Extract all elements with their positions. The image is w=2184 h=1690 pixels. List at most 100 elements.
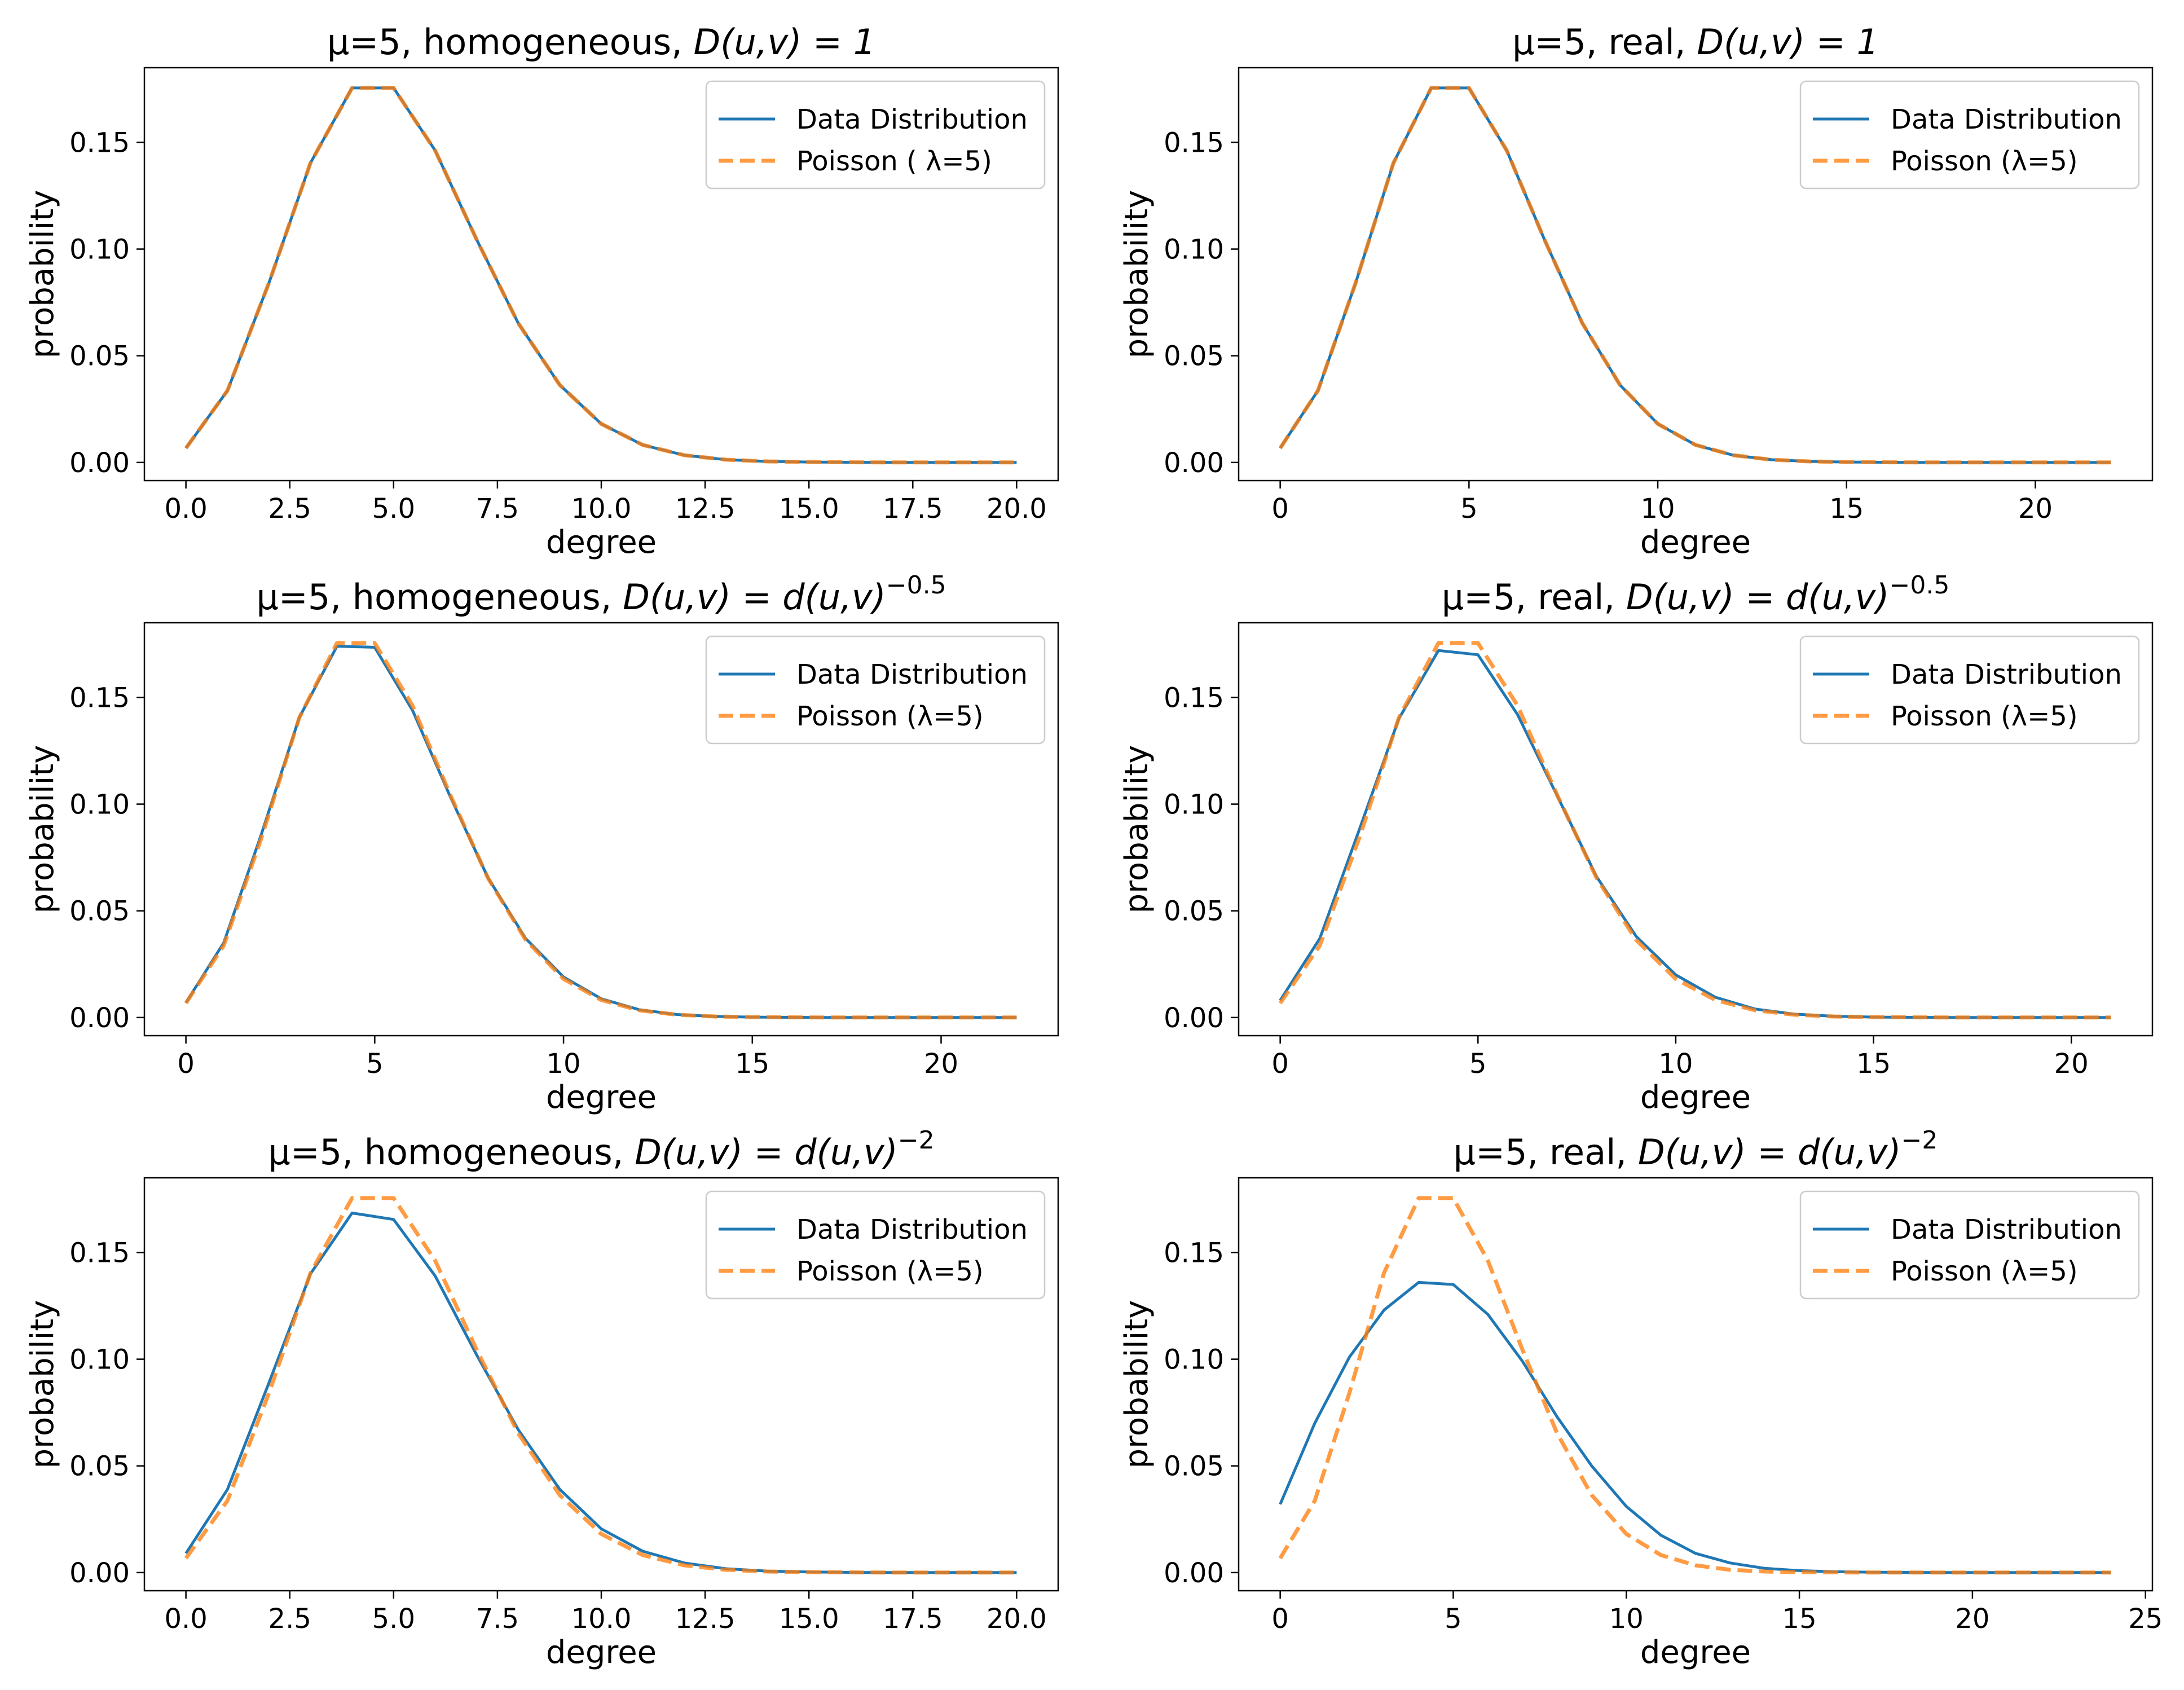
chart-2-ytick-label: 0.15 (1164, 127, 1224, 159)
chart-4-xtick-label: 20 (2054, 1048, 2089, 1080)
chart-4-xtick-label: 0 (1271, 1048, 1289, 1080)
chart-2-ytick-label: 0.05 (1164, 341, 1224, 372)
chart-1-legend: Data Distribution Poisson ( λ=5) (705, 80, 1046, 190)
chart-5-poisson-line (184, 1196, 1017, 1575)
chart-1-xtick-label: 7.5 (476, 493, 519, 525)
chart-6-xtick-label: 10 (1609, 1603, 1644, 1635)
chart-1-title-prefix: μ=5, homogeneous, (327, 21, 694, 63)
chart-1-xtick-label: 10.0 (571, 493, 632, 525)
chart-4-axes-frame (1238, 622, 2154, 1037)
chart-1-ytick-label: 0.10 (69, 234, 130, 266)
chart-4-xtick-label: 10 (1658, 1048, 1693, 1080)
chart-5-xlabel: degree (546, 1634, 657, 1671)
chart-6-legend-box (1799, 1190, 2140, 1300)
chart-4-xtick-label: 5 (1469, 1048, 1487, 1080)
chart-1-legend-box (705, 80, 1046, 190)
chart-3-title: μ=5, homogeneous, D(u,v) = d(u,v)−0.5 (256, 571, 946, 618)
chart-3-title-prefix: μ=5, homogeneous, (256, 576, 623, 618)
chart-1-xtick-label: 12.5 (675, 493, 736, 525)
chart-3-poisson-line (184, 641, 1017, 1020)
chart-6-ytick-label: 0.15 (1164, 1237, 1224, 1269)
chart-1-ylabel: probability (24, 190, 61, 359)
chart-5-legend-poisson-label: Poisson (λ=5) (796, 1256, 984, 1287)
chart-4-legend: Data Distribution Poisson (λ=5) (1799, 635, 2140, 745)
chart-2-ylabel: probability (1119, 190, 1155, 359)
chart-1-xtick-label: 20.0 (987, 493, 1047, 525)
chart-4-ytick-label: 0.10 (1164, 789, 1224, 821)
chart-5-xtick-label: 2.5 (268, 1603, 311, 1635)
chart-6-ytick-label: 0.05 (1164, 1451, 1224, 1482)
chart-1-legend-data-label: Data Distribution (796, 104, 1028, 135)
chart-3-title-formula: D(u,v) = d(u,v) (623, 576, 886, 618)
chart-4-xlabel: degree (1640, 1079, 1751, 1116)
chart-4: μ=5, real, D(u,v) = d(u,v)−0.5 0.00 0.05 0.… (1119, 571, 2154, 1116)
chart-5-xtick-label: 15.0 (779, 1603, 839, 1635)
chart-4-ytick-label: 0.00 (1164, 1002, 1224, 1034)
chart-4-ytick-label: 0.15 (1164, 682, 1224, 714)
chart-1-xtick-label: 15.0 (779, 493, 839, 525)
chart-2: μ=5, real, D(u,v) = 1 0.00 0.05 0.10 0.15 0 5 1… (1119, 21, 2154, 561)
chart-1-ytick-label: 0.05 (69, 341, 130, 372)
chart-3-xlabel: degree (546, 1079, 657, 1116)
chart-5-title-exponent: −2 (898, 1126, 935, 1155)
chart-2-xtick-label: 5 (1460, 493, 1478, 525)
chart-6-title: μ=5, real, D(u,v) = d(u,v)−2 (1454, 1126, 1938, 1173)
chart-6-xlabel: degree (1640, 1634, 1751, 1671)
chart-5-ytick-label: 0.05 (69, 1451, 130, 1482)
chart-5-title-formula: D(u,v) = d(u,v) (635, 1132, 898, 1173)
chart-2-title: μ=5, real, D(u,v) = 1 (1512, 21, 1879, 63)
chart-6-xtick-label: 20 (1955, 1603, 1989, 1635)
chart-2-xtick-label: 0 (1271, 493, 1289, 525)
chart-2-xtick-label: 15 (1829, 493, 1864, 525)
chart-1-title: μ=5, homogeneous, D(u,v) = 1 (327, 21, 875, 63)
chart-3-legend-box (705, 635, 1046, 745)
chart-2-poisson-line (1278, 86, 2111, 465)
chart-4-ylabel: probability (1119, 745, 1155, 914)
chart-2-axes-frame (1238, 67, 2154, 482)
chart-5-xtick-label: 7.5 (476, 1603, 519, 1635)
chart-2-legend-poisson-label: Poisson (λ=5) (1891, 146, 2078, 177)
chart-6-data-line (1279, 1280, 2111, 1574)
chart-1-xlabel: degree (546, 524, 657, 561)
chart-3-xtick-label: 10 (547, 1048, 581, 1080)
chart-5-xtick-label: 12.5 (675, 1603, 736, 1635)
chart-6-title-prefix: μ=5, real, (1454, 1132, 1638, 1173)
chart-4-legend-poisson-label: Poisson (λ=5) (1891, 701, 2078, 732)
chart-4-ytick-label: 0.05 (1164, 896, 1224, 927)
chart-6: μ=5, real, D(u,v) = d(u,v)−2 0.00 0.05 0.10… (1119, 1126, 2163, 1671)
chart-4-title-prefix: μ=5, real, (1442, 576, 1626, 618)
chart-6-legend-data-label: Data Distribution (1891, 1214, 2122, 1246)
chart-3-xtick-label: 0 (177, 1048, 195, 1080)
chart-5-axes-frame (143, 1177, 1059, 1592)
chart-5-ytick-label: 0.15 (69, 1237, 130, 1269)
chart-2-title-formula: D(u,v) = 1 (1697, 21, 1879, 63)
chart-3-xtick-label: 15 (735, 1048, 769, 1080)
chart-2-ytick-label: 0.00 (1164, 447, 1224, 479)
chart-1-xtick-label: 2.5 (268, 493, 311, 525)
chart-4-title-formula: D(u,v) = d(u,v) (1626, 576, 1890, 618)
chart-5-title-prefix: μ=5, homogeneous, (268, 1132, 635, 1173)
chart-6-xtick-label: 0 (1271, 1603, 1289, 1635)
chart-2-xtick-label: 20 (2018, 493, 2053, 525)
chart-6-ylabel: probability (1119, 1300, 1155, 1469)
chart-6-legend: Data Distribution Poisson (λ=5) (1799, 1190, 2140, 1300)
chart-4-legend-data-label: Data Distribution (1891, 659, 2122, 690)
chart-4-title-exponent: −0.5 (1889, 571, 1949, 600)
chart-4-legend-box (1799, 635, 2140, 745)
chart-3-title-exponent: −0.5 (886, 571, 946, 600)
chart-6-xtick-label: 25 (2128, 1603, 2163, 1635)
chart-5-legend: Data Distribution Poisson (λ=5) (705, 1190, 1046, 1300)
chart-4-poisson-line (1278, 641, 2111, 1020)
chart-1-axes-frame (143, 67, 1059, 482)
chart-5-ytick-label: 0.10 (69, 1344, 130, 1376)
chart-3-xtick-label: 20 (924, 1048, 958, 1080)
chart-5-xtick-label: 17.5 (883, 1603, 943, 1635)
chart-2-ytick-label: 0.10 (1164, 234, 1224, 266)
chart-2-xlabel: degree (1640, 524, 1751, 561)
chart-5-legend-box (705, 1190, 1046, 1300)
chart-2-title-prefix: μ=5, real, (1512, 21, 1697, 63)
chart-6-legend-poisson-label: Poisson (λ=5) (1891, 1256, 2078, 1287)
chart-6-axes-frame (1238, 1177, 2154, 1592)
chart-1-xtick-label: 0.0 (164, 493, 207, 525)
